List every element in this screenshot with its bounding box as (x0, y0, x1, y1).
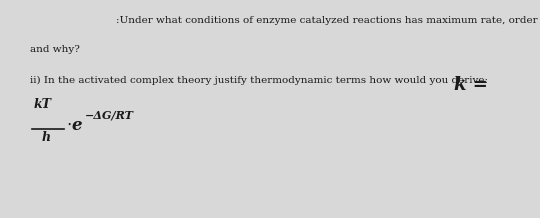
Text: kT: kT (34, 98, 52, 111)
Text: k =: k = (454, 76, 488, 94)
Text: $\cdot$e: $\cdot$e (66, 117, 84, 134)
Text: and why?: and why? (30, 45, 80, 54)
Text: h: h (42, 131, 51, 144)
Text: ii) In the activated complex theory justify thermodynamic terms how would you de: ii) In the activated complex theory just… (30, 76, 491, 85)
Text: −ΔG/RT: −ΔG/RT (85, 109, 133, 120)
Text: :Under what conditions of enzyme catalyzed reactions has maximum rate, order (fo: :Under what conditions of enzyme catalyz… (117, 16, 540, 25)
